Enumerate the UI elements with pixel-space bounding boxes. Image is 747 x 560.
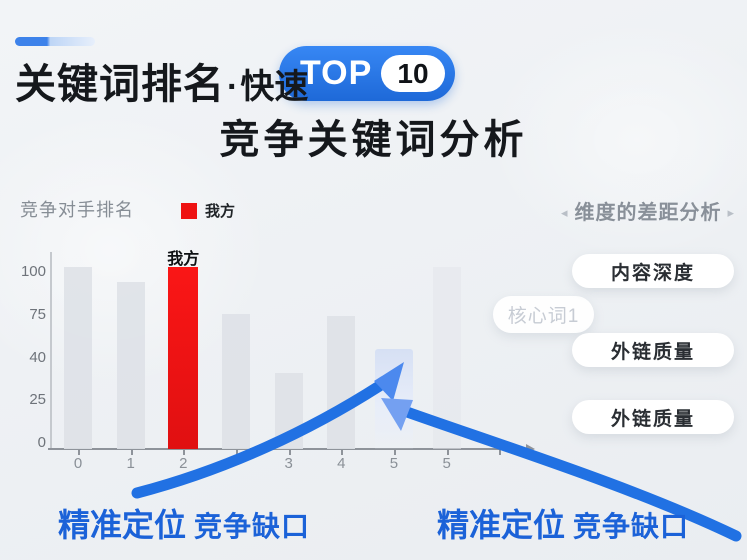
callout-right-rest: 竞争缺口 — [573, 511, 690, 542]
x-axis-label-6: 5 — [389, 455, 399, 472]
bar-competitor-7 — [432, 267, 461, 449]
page-title-main: 关键词排名 — [15, 61, 225, 107]
legend-swatch-red — [181, 203, 197, 219]
x-axis-label-4: 3 — [284, 455, 293, 472]
core-word-tag: 核心词1 — [493, 296, 594, 333]
bar-competitor-5 — [327, 316, 356, 449]
callout-right-strong: 精准定位 — [437, 507, 566, 543]
page-title-sub: 快速 — [240, 68, 309, 106]
callout-right: 精准定位 竞争缺口 — [437, 500, 689, 546]
y-axis-label-40: 40 — [29, 348, 46, 366]
dimension-pill-0: 内容深度 — [572, 254, 734, 288]
y-axis-line — [50, 252, 52, 450]
our-bar-annotation: 我方 — [167, 251, 200, 268]
bar-competitor-1 — [116, 282, 145, 449]
x-axis-tick — [78, 450, 80, 455]
callout-left-rest: 竞争缺口 — [194, 511, 311, 542]
badge-top-label: TOP — [300, 54, 373, 92]
x-axis-tick — [393, 450, 396, 455]
page-title-separator: · — [227, 68, 239, 106]
x-axis-tick — [130, 450, 133, 455]
x-axis-tick — [288, 450, 291, 455]
legend-label: 我方 — [205, 203, 236, 220]
x-axis-tick — [499, 450, 502, 455]
x-axis-label-7: 5 — [442, 455, 451, 472]
bar-ours-2 — [168, 267, 199, 449]
dimension-pill-2: 外链质量 — [572, 400, 734, 434]
x-axis-label-0: 0 — [73, 455, 83, 472]
x-axis-tick — [341, 450, 344, 455]
x-axis-tick — [446, 450, 449, 455]
x-axis-arrowhead-icon — [526, 444, 535, 454]
dimension-pill-1: 外链质量 — [572, 333, 734, 367]
bar-competitor-6 — [374, 349, 413, 449]
y-axis-label-75: 75 — [29, 305, 46, 323]
top10-badge: TOP 10 — [279, 46, 455, 101]
x-axis-tick — [235, 450, 238, 455]
callout-left-strong: 精准定位 — [58, 507, 187, 543]
y-axis-label-0: 0 — [37, 434, 46, 452]
decorative-progress-bar — [15, 37, 95, 46]
page-title: 关键词排名 · 快速 — [15, 50, 308, 110]
caret-right-icon: ▸ — [727, 205, 736, 220]
x-axis-label-2: 2 — [179, 455, 188, 472]
right-panel-title-text: 维度的差距分析 — [574, 202, 722, 224]
x-axis-label-5: 4 — [337, 455, 346, 472]
caret-left-icon: ◂ — [560, 205, 569, 220]
x-axis-label-1: 1 — [126, 455, 135, 472]
right-panel-title: ◂ 维度的差距分析 ▸ — [548, 196, 747, 225]
bar-competitor-3 — [221, 314, 250, 449]
bar-competitor-4 — [274, 373, 303, 449]
y-axis-label-100: 100 — [20, 263, 46, 280]
chart-title: 竞争对手排名 — [20, 200, 134, 220]
bar-competitor-0 — [64, 267, 92, 449]
page-subtitle: 竞争关键词分析 — [219, 118, 528, 162]
callout-left: 精准定位 竞争缺口 — [58, 500, 310, 546]
badge-number: 10 — [381, 55, 445, 92]
x-axis-tick — [183, 450, 186, 455]
y-axis-label-25: 25 — [29, 391, 46, 409]
